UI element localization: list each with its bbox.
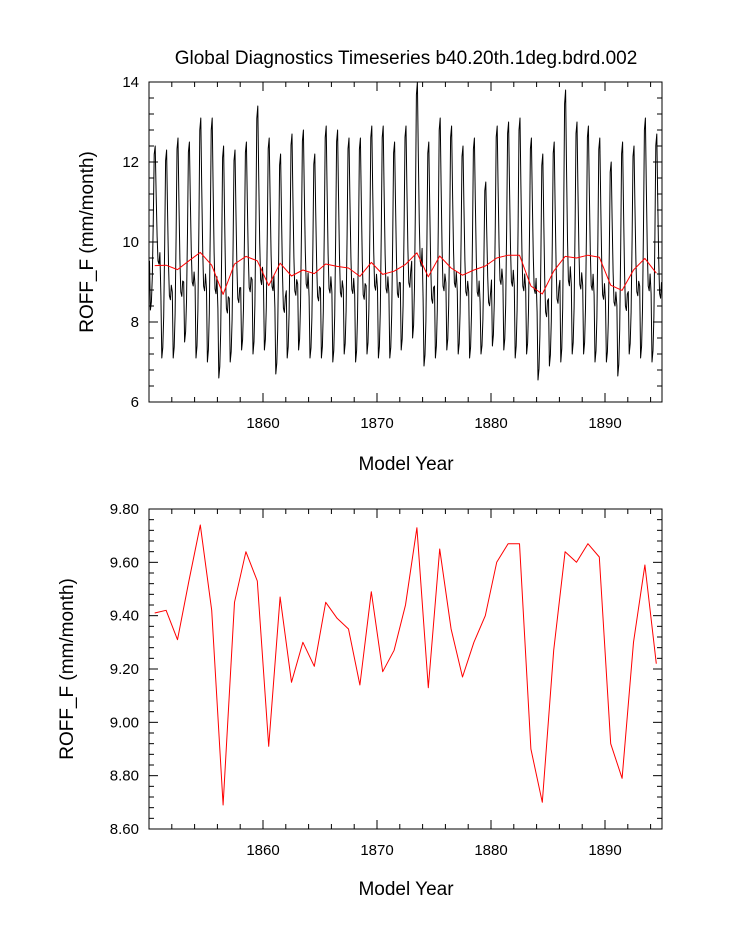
y-tick-label: 10	[122, 234, 139, 251]
y-tick-label: 8.80	[110, 768, 139, 785]
x-axis-label: Model Year	[358, 454, 454, 475]
plot-frame	[148, 81, 663, 403]
x-tick-label: 1870	[360, 842, 393, 859]
y-tick-label: 9.00	[110, 714, 139, 731]
y-axis-label: ROFF_F (mm/month)	[77, 151, 98, 333]
y-tick-label: 6	[131, 394, 139, 411]
y-tick-label: 9.20	[110, 661, 139, 678]
x-tick-label: 1860	[246, 842, 279, 859]
series-group	[154, 524, 657, 806]
chart-top: Global Diagnostics Timeseries b40.20th.1…	[77, 48, 663, 475]
y-tick-label: 9.80	[110, 501, 139, 518]
y-tick-label: 14	[122, 74, 139, 91]
x-tick-label: 1890	[588, 842, 621, 859]
series-line-annual-mean	[154, 524, 657, 806]
tick-group: 1860 1870 1880 1890 6 8 10 12 14	[122, 74, 662, 432]
tick-group: 1860 1870 1880 1890 8.60 8.80 9.00 9.20 9.40 9.60…	[110, 501, 662, 859]
series-group	[149, 81, 662, 381]
y-tick-label: 12	[122, 154, 139, 171]
y-tick-label: 8.60	[110, 821, 139, 838]
series-line-annual-mean	[154, 251, 657, 295]
y-tick-label: 9.60	[110, 554, 139, 571]
y-tick-label: 9.40	[110, 608, 139, 625]
plot-frame	[148, 508, 663, 830]
x-tick-label: 1880	[474, 842, 507, 859]
x-tick-label: 1880	[474, 415, 507, 432]
series-line-monthly	[149, 81, 662, 381]
chart-title: Global Diagnostics Timeseries b40.20th.1…	[175, 48, 638, 69]
x-axis-label: Model Year	[358, 879, 454, 900]
y-tick-label: 8	[131, 314, 139, 331]
y-axis-label: ROFF_F (mm/month)	[57, 578, 78, 760]
x-tick-label: 1860	[246, 415, 279, 432]
chart-bottom: Model Year ROFF_F (mm/month) 1860 1870 188…	[57, 501, 663, 900]
x-tick-label: 1870	[360, 415, 393, 432]
x-tick-label: 1890	[588, 415, 621, 432]
